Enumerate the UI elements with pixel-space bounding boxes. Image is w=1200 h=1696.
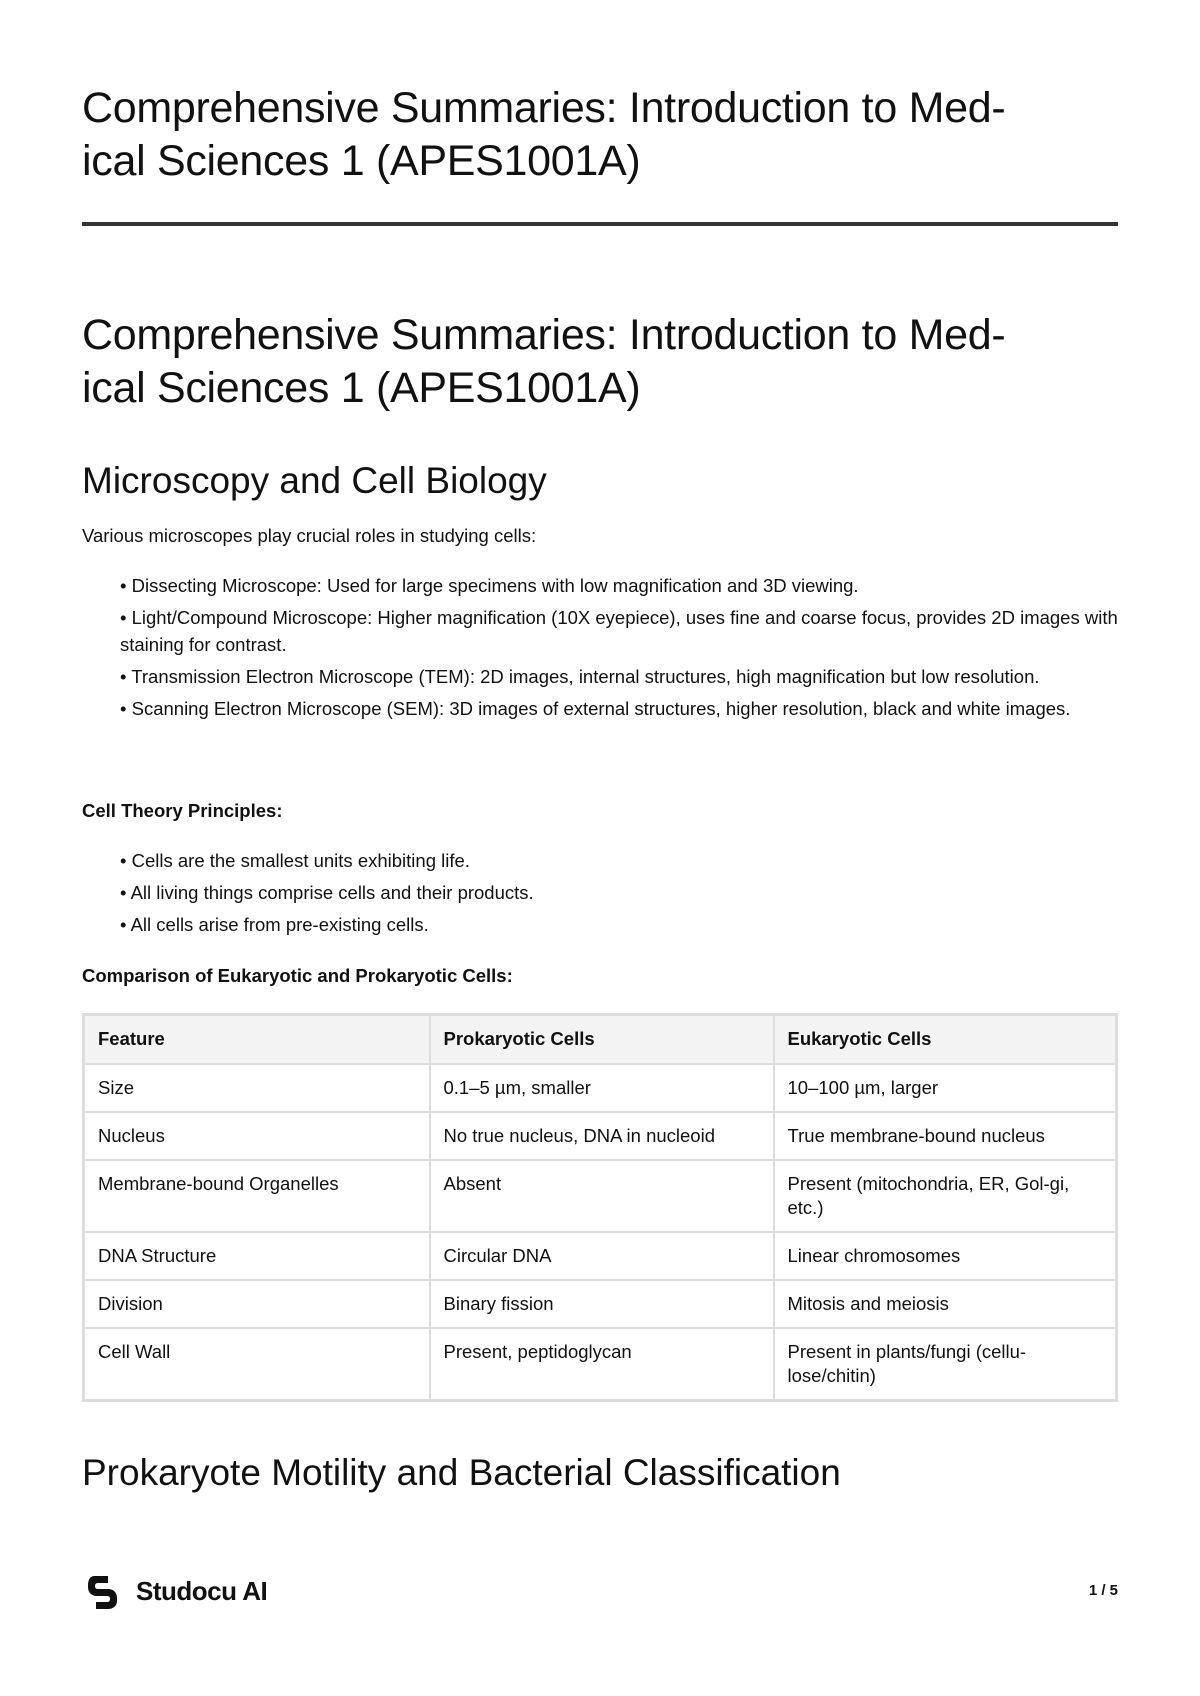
page-title: Comprehensive Summaries: Introduction to… [82, 311, 1006, 412]
header-divider [82, 222, 1118, 226]
list-item: • Transmission Electron Microscope (TEM)… [120, 666, 1040, 687]
list-item: • Cells are the smallest units exhibitin… [120, 850, 470, 871]
table-cell: Cell Wall [82, 1326, 431, 1401]
list-item: • All living things comprise cells and t… [120, 882, 534, 903]
table-cell: Absent [428, 1158, 775, 1233]
comparison-heading: Comparison of Eukaryotic and Prokaryotic… [82, 965, 513, 986]
document-header-title: Comprehensive Summaries: Introduction to… [82, 84, 1006, 185]
table-row: Division Binary fission Mitosis and meiosi… [82, 1278, 1118, 1329]
list-item: • Scanning Electron Microscope (SEM): 3D… [120, 698, 1071, 719]
microscope-list: • Dissecting Microscope: Used for large … [82, 572, 1118, 727]
table-cell: True membrane-bound nucleus [772, 1110, 1118, 1161]
table-row: Size 0.1–5 µm, smaller 10–100 µm, larger [82, 1062, 1118, 1113]
table-cell: 0.1–5 µm, smaller [428, 1062, 775, 1113]
table-cell: Present, peptidoglycan [428, 1326, 775, 1401]
list-item: • All cells arise from pre-existing cell… [120, 914, 429, 935]
section-heading-prokaryote-motility: Prokaryote Motility and Bacterial Classi… [82, 1452, 841, 1493]
table-cell: Linear chromosomes [772, 1230, 1118, 1281]
table-cell: Present (mitochondria, ER, Gol-gi, etc.) [772, 1158, 1118, 1233]
list-item: • Light/Compound Microscope: Higher magn… [120, 607, 1118, 655]
table-row: Cell Wall Present, peptidoglycan Present i… [82, 1326, 1118, 1401]
studocu-logo-icon [88, 1576, 117, 1609]
table-cell: 10–100 µm, larger [772, 1062, 1118, 1113]
page-number: 1 / 5 [1088, 1582, 1118, 1599]
column-header: Feature [82, 1013, 431, 1065]
intro-text: Various microscopes play crucial roles i… [82, 525, 537, 546]
table-cell: Binary fission [428, 1278, 775, 1329]
table-row: Nucleus No true nucleus, DNA in nucleoid T… [82, 1110, 1118, 1161]
comparison-table: Feature Prokaryotic Cells Eukaryotic Cel… [82, 1013, 1118, 1402]
table-cell: Circular DNA [428, 1230, 775, 1281]
table-cell: DNA Structure [82, 1230, 431, 1281]
table-cell: No true nucleus, DNA in nucleoid [428, 1110, 775, 1161]
footer: Studocu AI 1 / 5 [86, 1572, 1118, 1612]
table-cell: Present in plants/fungi (cellu-lose/chit… [772, 1326, 1118, 1401]
studocu-brand: Studocu AI [136, 1576, 268, 1606]
column-header: Eukaryotic Cells [772, 1013, 1118, 1065]
column-header: Prokaryotic Cells [428, 1013, 775, 1065]
section-heading-microscopy: Microscopy and Cell Biology [82, 460, 547, 501]
table-cell: Mitosis and meiosis [772, 1278, 1118, 1329]
table-row: DNA Structure Circular DNA Linear chromoso… [82, 1230, 1118, 1281]
list-item: • Dissecting Microscope: Used for large … [120, 575, 859, 596]
cell-theory-list: • Cells are the smallest units exhibitin… [82, 847, 1118, 943]
cell-theory-heading: Cell Theory Principles: [82, 800, 283, 821]
table-cell: Size [82, 1062, 431, 1113]
table-cell: Division [82, 1278, 431, 1329]
table-cell: Membrane-bound Organelles [82, 1158, 431, 1233]
table-cell: Nucleus [82, 1110, 431, 1161]
table-row: Membrane-bound Organelles Absent Present (… [82, 1158, 1118, 1233]
table-header-row: Feature Prokaryotic Cells Eukaryotic Cel… [82, 1013, 1118, 1065]
